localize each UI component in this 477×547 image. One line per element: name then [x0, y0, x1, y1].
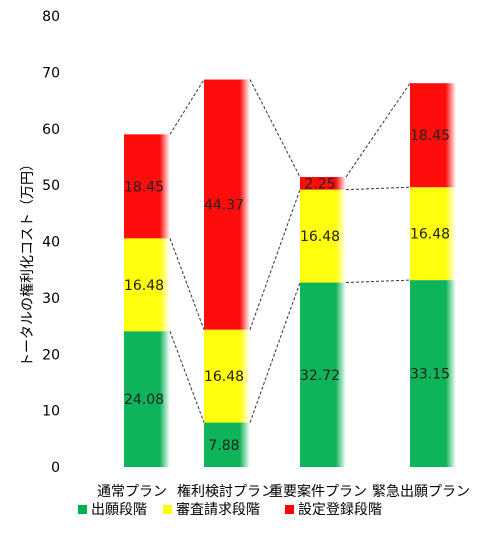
bar-segment: [124, 331, 170, 467]
data-label: 2.25: [304, 176, 335, 192]
category-label: 通常プラン: [97, 484, 167, 500]
data-label: 33.15: [410, 367, 450, 383]
bar-segment: [410, 83, 456, 188]
data-label: 16.48: [300, 229, 340, 245]
data-label: 24.08: [124, 392, 164, 408]
y-tick-label: 70: [42, 65, 60, 81]
series-connectors: [169, 79, 411, 423]
data-label: 18.45: [124, 179, 164, 195]
connector-line: [249, 282, 301, 423]
data-label: 16.48: [204, 369, 244, 385]
y-tick-label: 40: [42, 235, 60, 251]
category-label: 緊急出願プラン: [372, 484, 470, 500]
connector-line: [169, 238, 205, 330]
bar-segment: [124, 238, 170, 332]
y-tick-label: 20: [42, 347, 60, 363]
bar-segment: [204, 422, 250, 467]
data-label: 44.37: [204, 198, 244, 214]
legend-swatch: [78, 505, 87, 514]
data-label: 18.45: [410, 128, 450, 144]
y-tick-label: 50: [42, 178, 60, 194]
bar-segment: [204, 79, 250, 330]
data-labels: 24.08 16.48 18.45 7.88 16.48 44.37 32.72 16.48 2…: [124, 128, 450, 454]
connector-line: [169, 79, 205, 135]
connector-line: [345, 82, 411, 178]
data-label: 16.48: [410, 227, 450, 243]
y-tick-label: 80: [42, 9, 60, 25]
bar-segment: [410, 187, 456, 281]
y-axis-title: トータルの権利化コスト（万円）: [19, 157, 36, 367]
bar-segment: [410, 280, 456, 467]
y-tick-label: 0: [51, 460, 60, 476]
bars: [124, 79, 456, 467]
y-axis: 0 10 20 30 40 50 60 70 80: [42, 9, 60, 476]
y-tick-label: 60: [42, 122, 60, 138]
data-label: 32.72: [300, 368, 340, 384]
category-label: 権利検討プラン: [177, 483, 275, 500]
legend: 出願段階 審査請求段階 設定登録段階: [78, 502, 382, 518]
connector-line: [249, 189, 301, 330]
bar-segment: [300, 282, 346, 467]
legend-swatch: [285, 505, 294, 514]
y-tick-label: 30: [42, 291, 60, 307]
data-label: 16.48: [124, 278, 164, 294]
category-label: 重要案件プラン: [269, 483, 367, 500]
connector-line: [345, 279, 411, 284]
bar-segment: [300, 176, 346, 190]
connector-line: [249, 79, 301, 178]
legend-label: 審査請求段階: [176, 502, 260, 518]
connector-line: [169, 331, 205, 423]
legend-label: 設定登録段階: [298, 502, 382, 518]
connector-line: [345, 186, 411, 191]
legend-label: 出願段階: [91, 502, 147, 518]
y-tick-label: 10: [42, 404, 60, 420]
legend-swatch: [163, 505, 172, 514]
data-label: 7.88: [208, 438, 239, 454]
bar-segment: [124, 134, 170, 239]
bar-segment: [204, 329, 250, 423]
bar-segment: [300, 189, 346, 283]
